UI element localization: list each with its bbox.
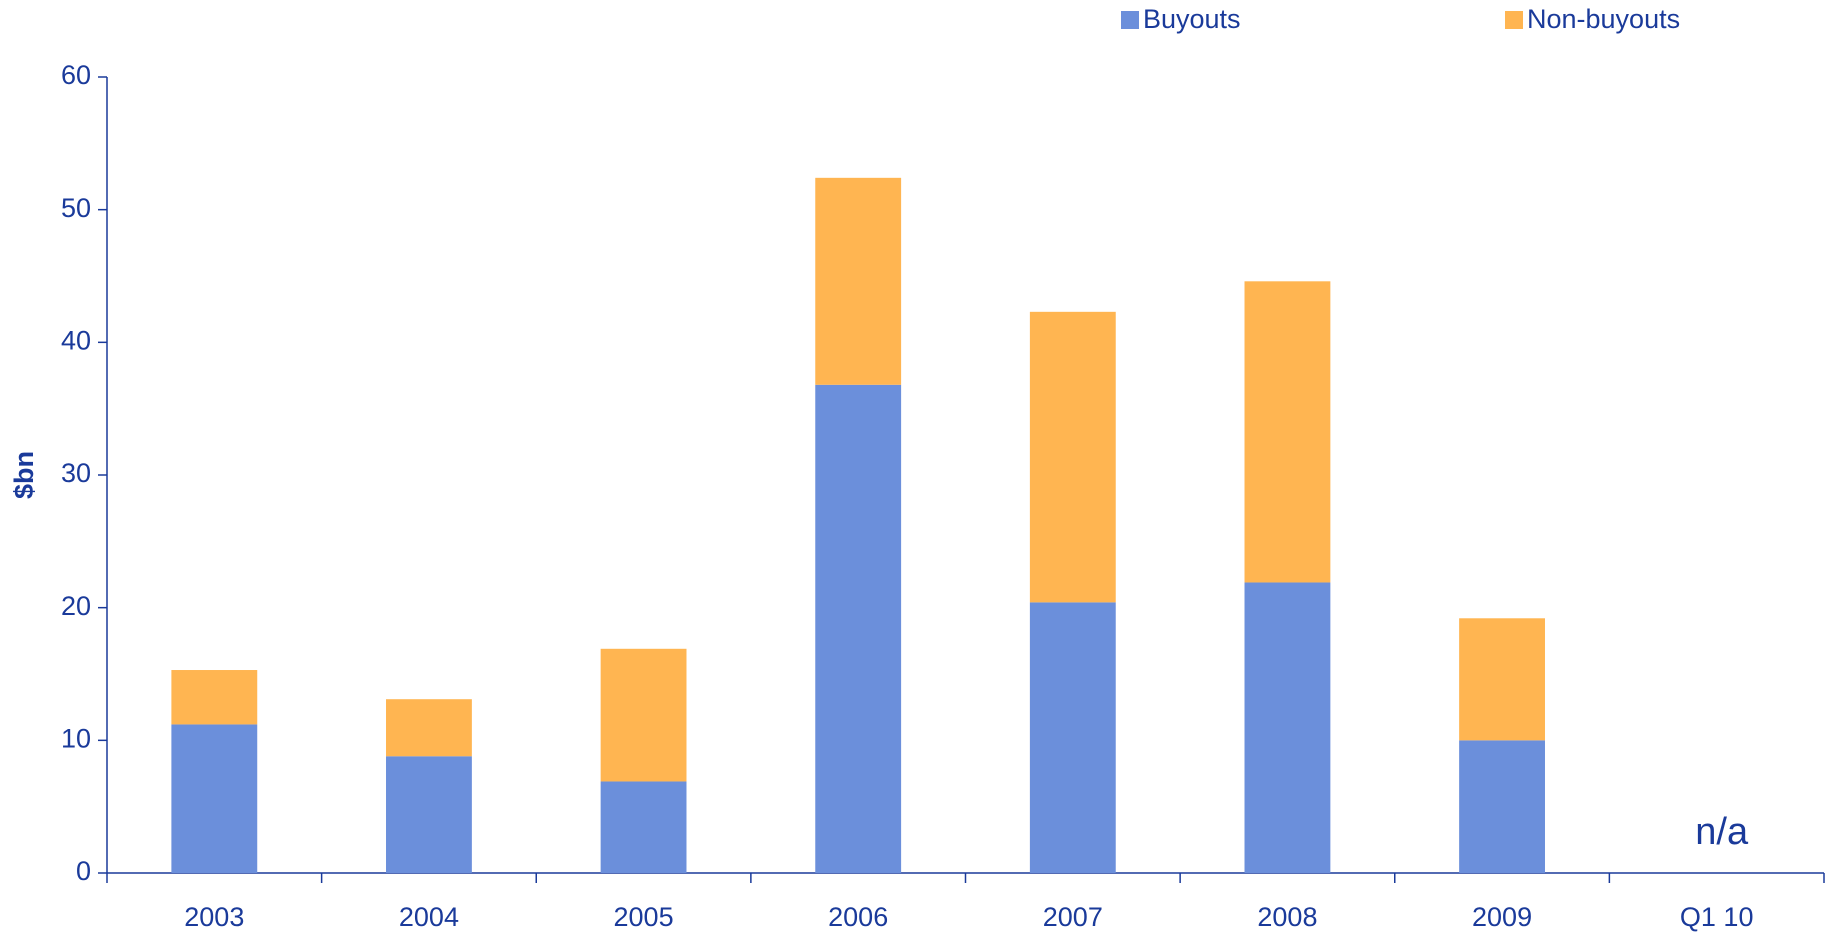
y-tick-label: 0 — [76, 856, 91, 886]
bar-segment — [386, 756, 472, 873]
bar-segment — [386, 699, 472, 757]
bar-segment — [1029, 311, 1116, 603]
y-tick-label: 60 — [61, 60, 91, 90]
annotation: n/a — [1695, 811, 1749, 853]
y-tick-label: 40 — [61, 325, 91, 355]
bar-segment — [815, 384, 902, 873]
bar-segment — [171, 724, 258, 873]
bar-segment — [1459, 740, 1545, 873]
x-tick-label: 2008 — [1257, 902, 1317, 932]
legend-label: Non-buyouts — [1527, 4, 1680, 34]
bar-segment — [815, 177, 902, 385]
legend-swatch — [1505, 11, 1523, 29]
x-tick-label: 2006 — [828, 902, 888, 932]
x-tick-label: 2003 — [184, 902, 244, 932]
x-tick-label: 2009 — [1472, 902, 1532, 932]
x-tick-label: 2004 — [399, 902, 459, 932]
bar-segment — [171, 670, 258, 725]
y-tick-label: 50 — [61, 193, 91, 223]
bar-segment — [1244, 281, 1331, 583]
bar-segment — [1029, 602, 1116, 873]
y-tick-label: 10 — [61, 723, 91, 753]
legend-swatch — [1121, 11, 1139, 29]
bar-segment — [1244, 582, 1331, 873]
legend-label: Buyouts — [1143, 4, 1241, 34]
y-tick-label: 20 — [61, 591, 91, 621]
x-tick-label: 2007 — [1043, 902, 1103, 932]
x-tick-label: Q1 10 — [1680, 902, 1754, 932]
y-tick-label: 30 — [61, 458, 91, 488]
x-tick-label: 2005 — [614, 902, 674, 932]
y-axis-label: $bn — [9, 451, 39, 499]
bar-segment — [1459, 618, 1545, 741]
bar-segment — [600, 648, 687, 782]
bar-segment — [600, 781, 687, 873]
